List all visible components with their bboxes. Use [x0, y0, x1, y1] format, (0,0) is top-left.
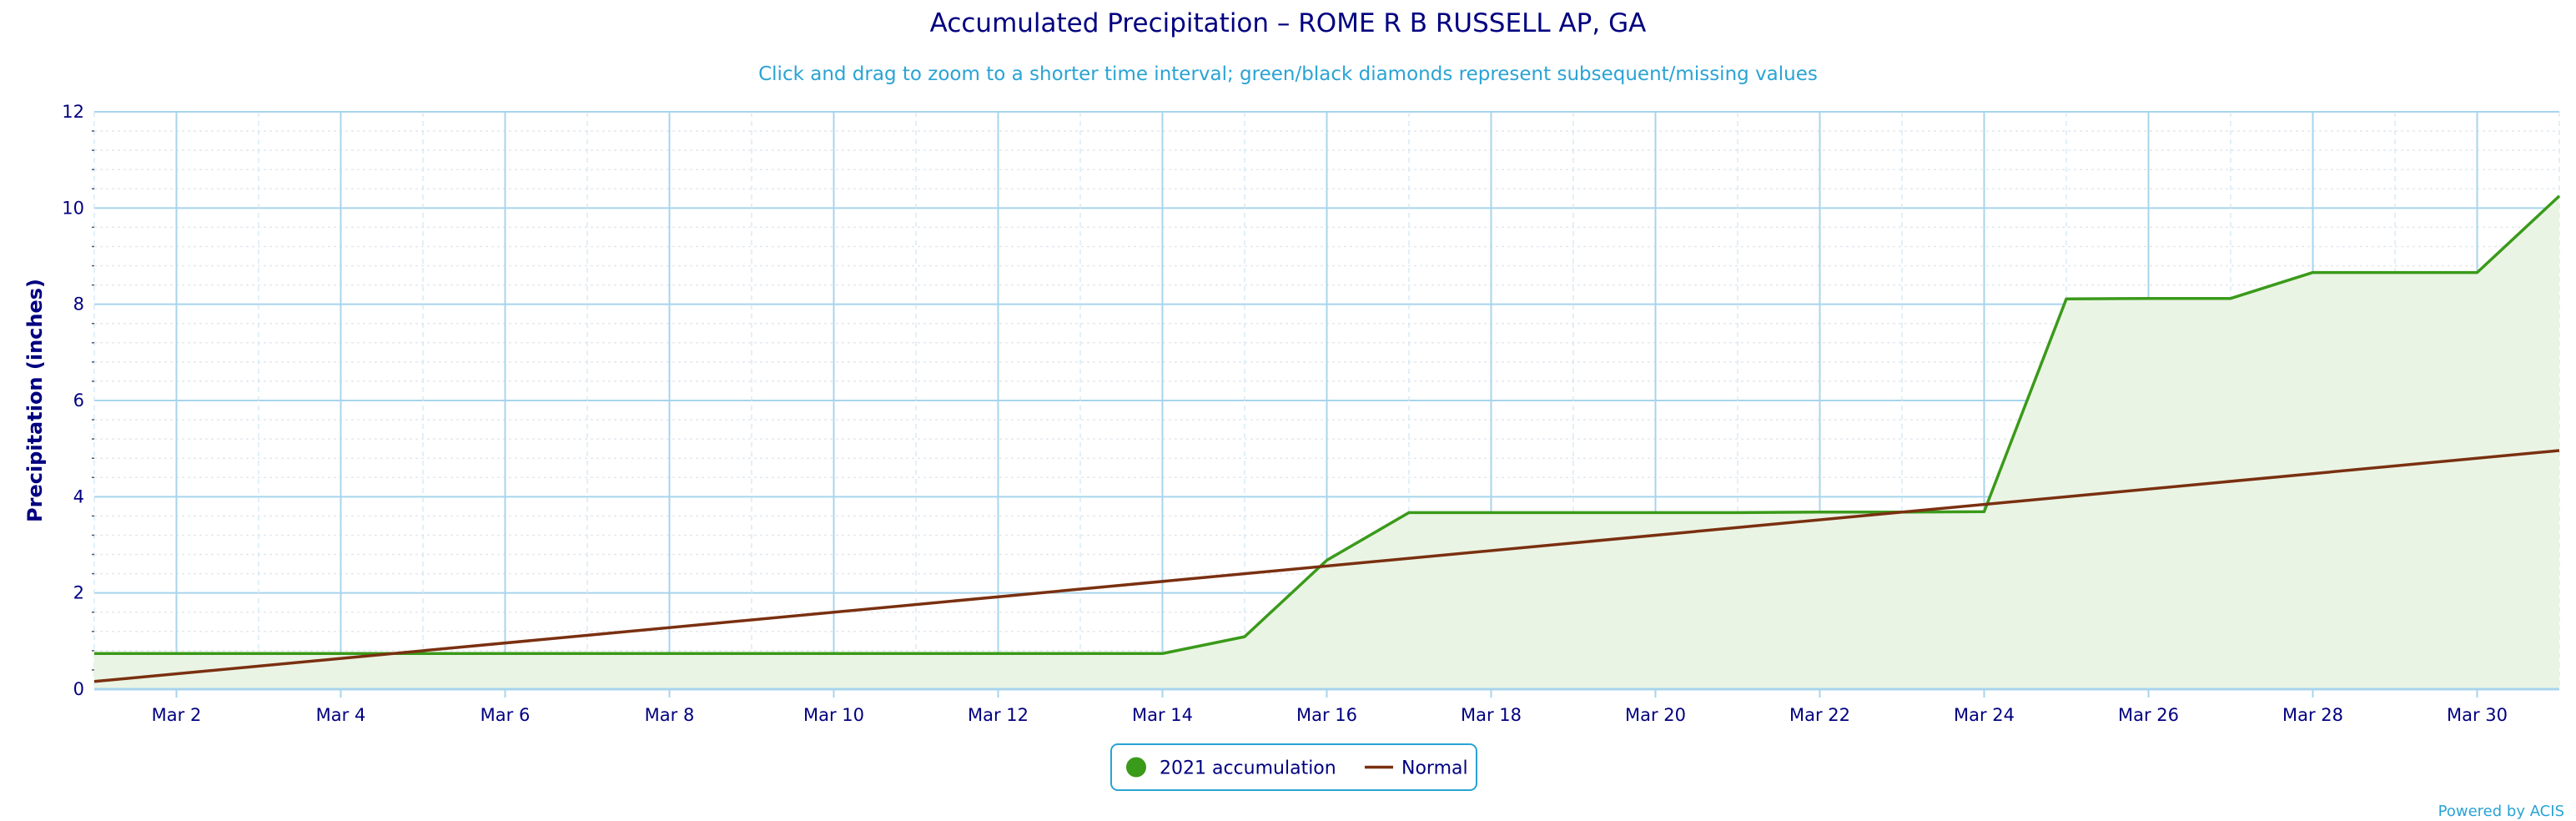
- legend-marker: [1126, 757, 1146, 778]
- series-line: [94, 194, 2561, 656]
- x-tick-label: Mar 28: [2282, 705, 2343, 725]
- y-tick-label: 12: [62, 102, 84, 122]
- axes: 0 2 4 6 8 10 12 Mar 2 Mar 4 Mar 6 Mar 8 Mar 10 Mar 1…: [23, 102, 2559, 725]
- legend-box: [1110, 743, 1477, 791]
- legend-label: 2021 accumulation: [1160, 758, 1336, 779]
- x-tick-label: Mar 18: [1461, 705, 1522, 725]
- series-line: [93, 449, 2560, 683]
- x-tick-label: Mar 4: [316, 705, 366, 725]
- legend[interactable]: 2021 accumulation Normal: [1110, 743, 1477, 791]
- x-tick-label: Mar 10: [803, 705, 864, 725]
- x-tick-label: Mar 2: [152, 705, 202, 725]
- y-tick-label: 8: [73, 295, 84, 315]
- y-tick-label: 4: [73, 486, 84, 506]
- y-tick-label: 6: [73, 390, 84, 410]
- series-layer: [93, 194, 2561, 689]
- legend-label: Normal: [1401, 758, 1468, 779]
- x-tick-label: Mar 24: [1954, 705, 2015, 725]
- y-axis-label: Precipitation (inches): [23, 279, 47, 522]
- x-tick-label: Mar 22: [1789, 705, 1850, 725]
- x-tick-label: Mar 20: [1625, 705, 1686, 725]
- chart-subtitle: Click and drag to zoom to a shorter time…: [758, 63, 1818, 85]
- y-tick-label: 0: [73, 679, 84, 699]
- x-tick-label: Mar 30: [2447, 705, 2508, 725]
- y-tick-label: 2: [73, 583, 84, 603]
- x-tick-label: Mar 14: [1132, 705, 1193, 725]
- y-tick-label: 10: [62, 198, 84, 218]
- chart-title: Accumulated Precipitation – ROME R B RUS…: [929, 8, 1647, 38]
- x-tick-label: Mar 12: [968, 705, 1029, 725]
- series-area: [94, 195, 2559, 689]
- x-tick-label: Mar 6: [480, 705, 531, 725]
- powered-by-link[interactable]: Powered by ACIS: [2438, 803, 2564, 820]
- x-tick-label: Mar 26: [2118, 705, 2179, 725]
- x-tick-label: Mar 8: [645, 705, 695, 725]
- x-tick-label: Mar 16: [1296, 705, 1357, 725]
